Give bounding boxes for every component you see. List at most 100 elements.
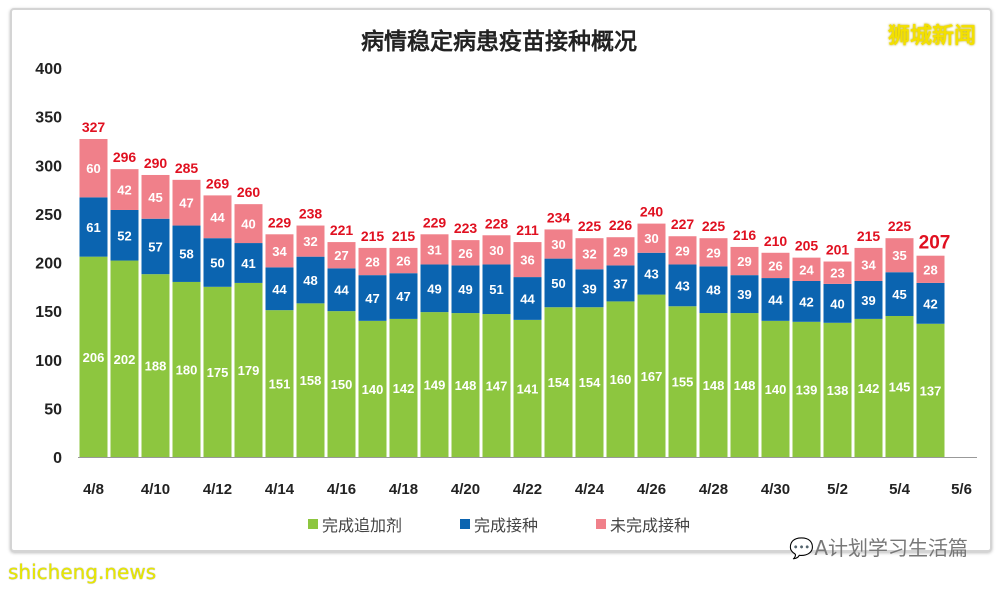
- value-label: 49: [458, 282, 472, 297]
- total-label: 285: [175, 160, 199, 176]
- bar-segment-3: [792, 257, 821, 281]
- value-label: 167: [641, 369, 663, 384]
- bar-segment-1: [916, 323, 945, 457]
- bar-segment-3: [296, 225, 325, 257]
- bar-segment-2: [358, 275, 387, 321]
- bar-segment-3: [668, 236, 697, 265]
- bar-segment-3: [544, 229, 573, 259]
- value-label: 45: [892, 287, 906, 302]
- bar-segment-3: [513, 242, 542, 278]
- bar-segment-2: [296, 256, 325, 304]
- value-label: 26: [458, 246, 472, 261]
- value-label: 29: [706, 245, 720, 260]
- total-label: 327: [82, 119, 106, 135]
- x-tick-label: 4/20: [451, 481, 480, 498]
- value-label: 26: [396, 254, 410, 269]
- chart-title: 病情稳定病患疫苗接种概况: [361, 29, 637, 55]
- x-tick-label: 4/22: [513, 481, 542, 498]
- x-tick-label: 5/6: [951, 481, 972, 498]
- value-label: 148: [703, 378, 725, 393]
- bar-segment-1: [482, 314, 511, 457]
- total-label: 234: [547, 209, 571, 225]
- legend-swatch: [307, 519, 318, 529]
- value-label: 188: [145, 359, 167, 374]
- bar-segment-2: [885, 272, 914, 316]
- value-label: 151: [269, 377, 291, 392]
- bar-segment-2: [389, 273, 418, 319]
- value-label: 179: [238, 363, 260, 378]
- value-label: 23: [830, 266, 844, 281]
- value-label: 206: [83, 350, 105, 365]
- x-tick-label: 4/24: [575, 481, 605, 498]
- value-label: 142: [858, 381, 880, 396]
- value-label: 42: [923, 296, 937, 311]
- value-label: 44: [272, 282, 287, 297]
- bar-segment-3: [575, 238, 604, 270]
- bar-segment-1: [513, 319, 542, 457]
- value-label: 137: [920, 383, 942, 398]
- y-tick-label: 0: [53, 450, 62, 467]
- total-label: 225: [702, 218, 726, 234]
- x-tick-label: 4/28: [699, 481, 728, 498]
- bar-segment-3: [823, 261, 852, 284]
- source-watermark: shicheng.news: [8, 560, 157, 584]
- value-label: 145: [889, 379, 911, 394]
- total-label: 221: [330, 222, 354, 238]
- x-tick-label: 4/8: [83, 481, 104, 498]
- bar-segment-1: [730, 313, 759, 457]
- value-label: 140: [362, 382, 384, 397]
- bar-segment-3: [358, 247, 387, 276]
- bar-segment-1: [761, 320, 790, 457]
- value-label: 175: [207, 365, 229, 380]
- value-label: 44: [768, 292, 783, 307]
- value-label: 57: [148, 239, 162, 254]
- legend-label: 未完成接种: [610, 516, 691, 535]
- bar-segment-1: [668, 306, 697, 457]
- value-label: 42: [799, 294, 813, 309]
- bar-segment-3: [265, 234, 294, 268]
- value-label: 154: [579, 375, 601, 390]
- total-label: 215: [392, 228, 416, 244]
- value-label: 36: [520, 253, 534, 268]
- value-label: 34: [272, 244, 287, 259]
- bar-segment-2: [203, 238, 232, 287]
- value-label: 155: [672, 375, 694, 390]
- value-label: 40: [241, 217, 255, 232]
- wechat-icon: 💬: [789, 536, 815, 560]
- total-label: 228: [485, 215, 509, 231]
- bar-segment-3: [110, 169, 139, 210]
- value-label: 41: [241, 256, 255, 271]
- value-label: 50: [210, 256, 224, 271]
- x-tick-label: 4/14: [265, 481, 295, 498]
- y-tick-label: 350: [35, 110, 62, 127]
- brand-logo: 狮城新闻: [887, 24, 976, 49]
- value-label: 45: [148, 190, 162, 205]
- bar-segment-2: [79, 197, 108, 257]
- bar-segment-3: [885, 238, 914, 273]
- bar-segment-1: [358, 320, 387, 457]
- value-label: 47: [365, 291, 379, 306]
- x-tick-label: 4/18: [389, 481, 418, 498]
- bar-segment-3: [141, 174, 170, 219]
- bar-segment-2: [265, 267, 294, 311]
- bar-segment-2: [606, 265, 635, 302]
- value-label: 148: [455, 378, 477, 393]
- bar-segment-2: [637, 252, 666, 295]
- total-label: 226: [609, 217, 633, 233]
- total-label: 229: [268, 214, 292, 230]
- total-label: 210: [764, 233, 788, 249]
- value-label: 49: [427, 281, 441, 296]
- bar-segment-1: [420, 312, 449, 457]
- value-label: 154: [548, 375, 570, 390]
- bar-segment-2: [730, 275, 759, 314]
- value-label: 160: [610, 372, 632, 387]
- value-label: 24: [799, 262, 814, 277]
- bar-segment-1: [575, 307, 604, 457]
- bar-segment-2: [482, 264, 511, 315]
- total-label: 211: [516, 222, 539, 238]
- bar-segment-2: [327, 268, 356, 312]
- bar-segment-3: [451, 240, 480, 266]
- value-label: 29: [675, 243, 689, 258]
- bar-segment-1: [854, 318, 883, 457]
